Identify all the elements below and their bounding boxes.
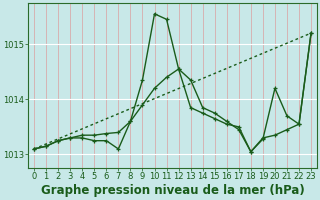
X-axis label: Graphe pression niveau de la mer (hPa): Graphe pression niveau de la mer (hPa) xyxy=(41,184,304,197)
